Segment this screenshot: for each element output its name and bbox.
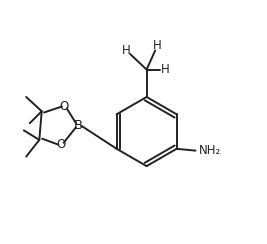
Text: H: H bbox=[153, 39, 162, 52]
Text: H: H bbox=[122, 44, 131, 57]
Text: O: O bbox=[56, 138, 65, 151]
Text: B: B bbox=[74, 119, 83, 132]
Text: NH₂: NH₂ bbox=[199, 144, 221, 157]
Text: O: O bbox=[60, 100, 69, 113]
Text: H: H bbox=[161, 63, 170, 76]
